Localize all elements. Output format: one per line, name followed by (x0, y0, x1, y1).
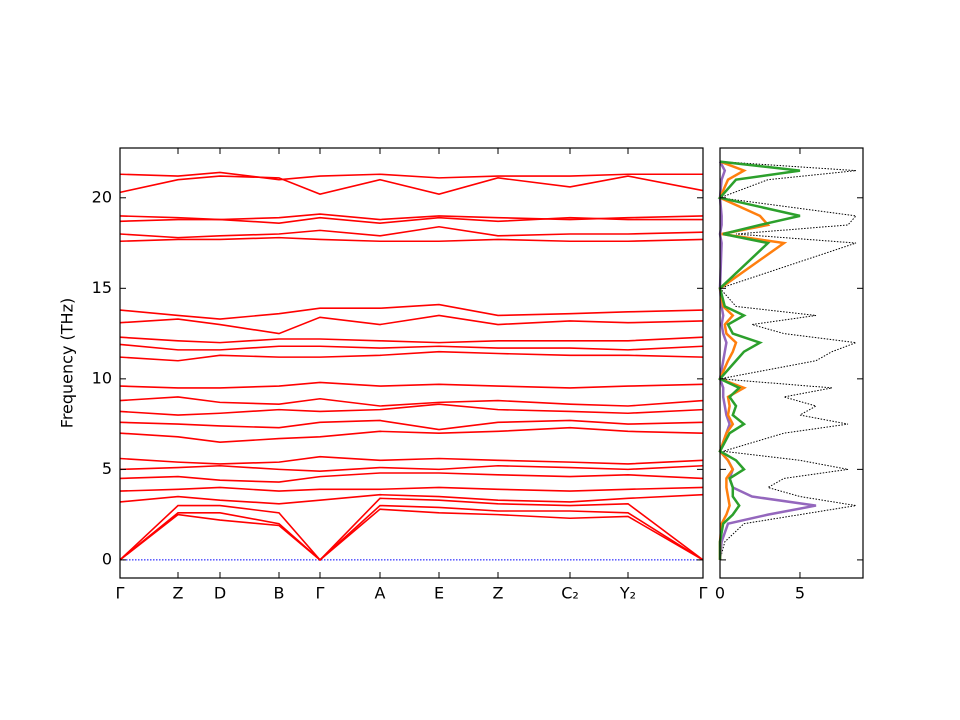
band-line (119, 486, 704, 492)
band-line (119, 175, 704, 196)
band-line (119, 381, 704, 389)
plot-frame (719, 147, 864, 579)
x-tick-label: Γ (316, 584, 325, 603)
band-line (119, 504, 704, 561)
band-line (119, 350, 704, 362)
band-line (119, 396, 704, 407)
x-tick-label: Z (493, 584, 504, 603)
band-line (119, 455, 704, 465)
dos-line (719, 161, 857, 561)
x-tick-label: Γ (116, 584, 125, 603)
band-line (119, 336, 704, 344)
band-line (119, 314, 704, 335)
band-line (119, 213, 704, 221)
band-line (119, 493, 704, 505)
y-tick-label: 5 (102, 459, 112, 478)
x-tick-label: E (434, 584, 444, 603)
band-line (119, 419, 704, 431)
y-tick-label: 10 (92, 368, 112, 387)
x-tick-label: Γ (699, 584, 708, 603)
x-tick-label: A (375, 584, 386, 603)
plot-frame (119, 147, 704, 579)
band-line (119, 236, 704, 243)
dos-line (718, 160, 817, 561)
x-tick-label: D (214, 584, 226, 603)
x-tick-label: Y₂ (619, 584, 636, 603)
band-line (119, 472, 704, 483)
x-tick-label: 5 (795, 584, 805, 603)
band-line (119, 464, 704, 472)
band-line (119, 403, 704, 416)
band-line (119, 303, 704, 320)
band-line (119, 426, 704, 444)
x-tick-label: 0 (715, 584, 725, 603)
band-line (119, 343, 704, 351)
x-tick-label: Z (173, 584, 184, 603)
x-tick-label: C₂ (561, 584, 579, 603)
band-line (119, 225, 704, 239)
x-tick-label: B (274, 584, 285, 603)
band-line (119, 508, 704, 561)
y-axis-label: Frequency (THz) (58, 298, 77, 428)
band-line (119, 497, 704, 562)
y-tick-label: 0 (102, 549, 112, 568)
band-line (119, 171, 703, 181)
dos-line (717, 160, 801, 560)
y-tick-label: 20 (92, 187, 112, 206)
y-tick-label: 15 (92, 278, 112, 297)
